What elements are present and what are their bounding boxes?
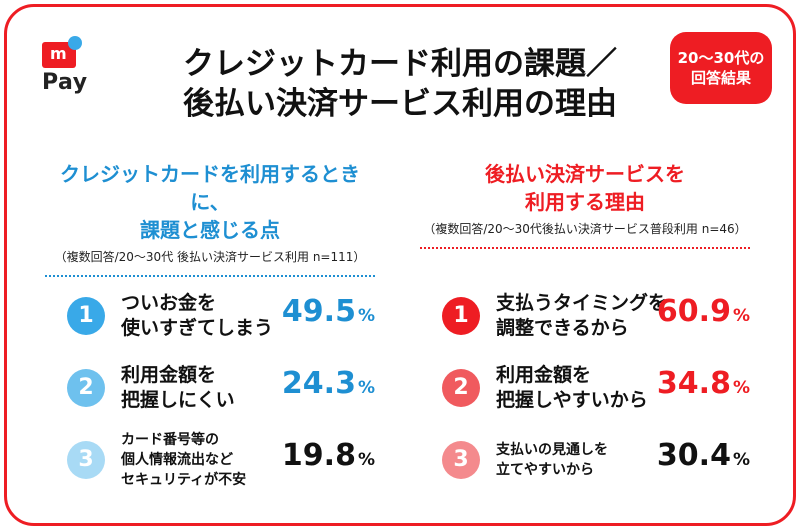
percent-value: 19.8 — [281, 438, 356, 473]
right-survey-note: （複数回答/20～30代後払い決済サービス普段利用 n=46） — [423, 222, 747, 236]
rank-circle: 1 — [67, 297, 105, 335]
rank-label-line: 利用金額を — [121, 364, 217, 386]
left-divider — [45, 275, 375, 277]
rank-percent: 34.8% — [630, 366, 750, 401]
percent-sign: % — [732, 306, 750, 326]
rank-label-line: 利用金額を — [496, 364, 592, 386]
rank-label-line: セキュリティが不安 — [121, 472, 247, 488]
left-heading: クレジットカードを利用するときに、 課題と感じる点 — [45, 160, 375, 244]
percent-sign: % — [357, 306, 375, 326]
rank-label-line: 調整できるから — [496, 317, 629, 339]
right-heading: 後払い決済サービスを 利用する理由 — [420, 160, 750, 216]
right-rank-row-3: 3 支払いの見通しを 立てやすいから 30.4% — [420, 424, 750, 496]
left-heading-line-1: クレジットカードを利用するときに、 — [60, 162, 360, 214]
badge-line-2: 回答結果 — [690, 69, 751, 87]
rank-label: 支払いの見通しを 立てやすいから — [496, 440, 608, 480]
percent-value: 30.4 — [656, 438, 731, 473]
left-heading-line-2: 課題と感じる点 — [140, 218, 280, 242]
right-heading-line-2: 利用する理由 — [525, 190, 645, 214]
rank-label: ついお金を 使いすぎてしまう — [121, 291, 273, 341]
percent-value: 60.9 — [656, 294, 731, 329]
percent-value: 49.5 — [281, 294, 356, 329]
merpay-logo: m Pay — [38, 36, 104, 98]
rank-percent: 60.9% — [630, 294, 750, 329]
page-title: クレジットカード利用の課題／ 後払い決済サービス利用の理由 — [150, 44, 650, 124]
title-line-1: クレジットカード利用の課題／ — [183, 46, 617, 82]
age-badge: 20～30代の 回答結果 — [670, 32, 772, 104]
rank-circle: 3 — [442, 441, 480, 479]
rank-label-line: 支払うタイミングを — [496, 292, 668, 314]
rank-percent: 19.8% — [255, 438, 375, 473]
card-frame — [4, 4, 796, 526]
rank-circle: 3 — [67, 441, 105, 479]
rank-label: 利用金額を 把握しやすいから — [496, 363, 648, 413]
rank-percent: 30.4% — [630, 438, 750, 473]
logo-dot — [68, 36, 82, 50]
right-heading-line-1: 後払い決済サービスを — [485, 162, 685, 186]
deferred-payment-reasons-panel: 後払い決済サービスを 利用する理由 （複数回答/20～30代後払い決済サービス普… — [420, 160, 750, 479]
rank-label-line: 使いすぎてしまう — [121, 317, 274, 339]
left-survey-note: （複数回答/20～30代 後払い決済サービス利用 n=111） — [54, 250, 366, 264]
rank-percent: 24.3% — [255, 366, 375, 401]
right-divider — [420, 247, 750, 249]
rank-label-line: 把握しにくい — [121, 389, 235, 411]
left-rank-row-3: 3 カード番号等の 個人情報流出など セキュリティが不安 19.8% — [45, 424, 375, 496]
rank-label-line: 把握しやすいから — [496, 389, 648, 411]
percent-sign: % — [732, 378, 750, 398]
credit-card-issues-panel: クレジットカードを利用するときに、 課題と感じる点 （複数回答/20～30代 後… — [45, 160, 375, 488]
logo-text: Pay — [42, 70, 88, 95]
percent-value: 34.8 — [656, 366, 731, 401]
percent-sign: % — [732, 450, 750, 470]
rank-label-line: カード番号等の — [121, 432, 219, 448]
rank-circle: 2 — [442, 369, 480, 407]
right-rank-row-2: 2 利用金額を 把握しやすいから 34.8% — [420, 352, 750, 424]
rank-circle: 2 — [67, 369, 105, 407]
rank-label-line: 支払いの見通しを — [496, 442, 608, 458]
percent-sign: % — [357, 378, 375, 398]
rank-percent: 49.5% — [255, 294, 375, 329]
rank-label: 利用金額を 把握しにくい — [121, 363, 235, 413]
percent-sign: % — [357, 450, 375, 470]
rank-label-line: 立てやすいから — [496, 462, 594, 478]
right-rank-row-1: 1 支払うタイミングを 調整できるから 60.9% — [420, 280, 750, 352]
rank-label: カード番号等の 個人情報流出など セキュリティが不安 — [121, 430, 246, 490]
logo-mark-letter: m — [50, 44, 67, 63]
rank-label-line: 個人情報流出など — [121, 452, 233, 468]
rank-label-line: ついお金を — [121, 292, 217, 314]
rank-label: 支払うタイミングを 調整できるから — [496, 291, 667, 341]
percent-value: 24.3 — [281, 366, 356, 401]
left-rank-row-1: 1 ついお金を 使いすぎてしまう 49.5% — [45, 280, 375, 352]
title-line-2: 後払い決済サービス利用の理由 — [183, 86, 617, 122]
rank-circle: 1 — [442, 297, 480, 335]
left-rank-row-2: 2 利用金額を 把握しにくい 24.3% — [45, 352, 375, 424]
badge-line-1: 20～30代の — [677, 49, 765, 67]
